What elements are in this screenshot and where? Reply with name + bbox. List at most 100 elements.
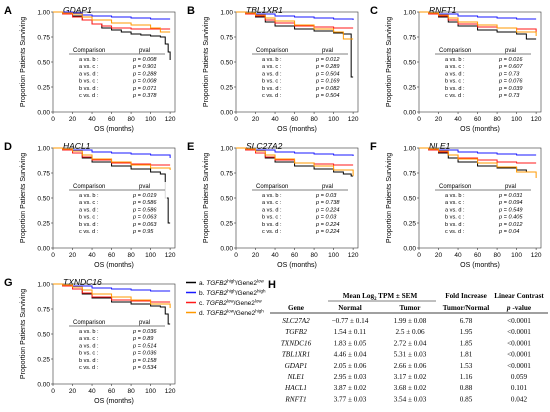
table-cell: 5.31 ± 0.03 [394, 351, 427, 359]
comparison-pvalue: p = 0.008 [132, 79, 157, 85]
comparison-pvalue: p = 0.169 [315, 79, 339, 85]
comparison-label: a vs. d : [445, 207, 465, 213]
table-cell: 0.042 [511, 395, 528, 403]
comparison-pvalue: p = 0.738 [315, 200, 340, 206]
x-tick-label: 80 [310, 252, 318, 259]
x-tick-label: 100 [328, 116, 339, 123]
table-header-mean: Mean Log2 TPM ± SEM [343, 292, 418, 302]
comparison-pvalue: p = 0.036 [132, 351, 157, 357]
y-tick-label: 0.50 [37, 332, 50, 339]
y-tick-label: 0.75 [220, 171, 233, 178]
y-tick-label: 0.00 [403, 246, 416, 253]
comparison-pvalue: p = 0.378 [132, 93, 157, 99]
comparison-pvalue: p = 0.405 [498, 215, 523, 221]
table-cell: <0.0001 [507, 339, 531, 347]
panel-title: TBL1XR1 [246, 5, 283, 15]
y-tick-label: 0.25 [37, 221, 50, 228]
x-tick-label: 0 [417, 252, 421, 259]
panel-B: B TBL1XR1 0.00 0.25 0.50 0.75 1.00 0 20 40 60 80 100… [187, 5, 359, 133]
x-tick-label: 80 [310, 116, 318, 123]
panel-title: GDAP1 [63, 5, 92, 15]
y-tick-label: 1.00 [37, 10, 50, 17]
expression-table: H Mean Log2 TPM ± SEM Fold Increase Linear … [268, 279, 548, 403]
table-cell: −0.77 ± 0.14 [332, 317, 369, 325]
y-tick-label: 0.75 [37, 35, 50, 42]
table-cell: 4.46 ± 0.04 [334, 351, 367, 359]
comparison-label: a vs. d : [262, 207, 282, 213]
y-tick-label: 0.00 [220, 110, 233, 117]
x-tick-label: 40 [88, 252, 96, 259]
comparison-pvalue: p = 0.224 [315, 207, 339, 213]
comparison-label: a vs. b : [79, 329, 99, 335]
table-cell: <0.0001 [507, 351, 531, 359]
table-cell: 2.05 ± 0.06 [334, 362, 367, 370]
table-header-fold: Fold Increase [445, 292, 487, 300]
y-tick-label: 1.00 [403, 146, 416, 153]
x-axis-label: OS (months) [94, 398, 134, 405]
comparison-label: b vs. d : [262, 86, 282, 92]
table-cell: 3.54 ± 0.03 [394, 395, 427, 403]
comparison-label: a vs. c : [79, 64, 99, 70]
comparison-header: Comparison [439, 48, 471, 54]
table-cell: 2.5 ± 0.06 [395, 328, 425, 336]
comparison-pvalue: p = 0.607 [498, 64, 523, 70]
comparison-label: c vs. d : [79, 93, 99, 99]
panel-A: A GDAP1 0.00 0.25 0.50 0.75 1.00 0 20 40 60 80 100 12… [4, 5, 176, 133]
x-tick-label: 120 [348, 252, 359, 259]
x-tick-label: 100 [145, 252, 156, 259]
x-tick-label: 100 [511, 252, 522, 259]
y-tick-label: 0.50 [403, 196, 416, 203]
x-tick-label: 120 [165, 116, 176, 123]
table-gene: HACL1 [284, 384, 307, 392]
x-tick-label: 60 [474, 116, 482, 123]
comparison-label: c vs. d : [445, 229, 465, 235]
table-cell: 1.54 ± 0.11 [334, 328, 367, 336]
x-tick-label: 20 [435, 116, 443, 123]
x-tick-label: 80 [493, 252, 501, 259]
table-col-header: Tumor [400, 304, 422, 312]
comparison-header: Comparison [73, 184, 105, 190]
pval-header: pval [505, 48, 516, 54]
comparison-label: a vs. b : [445, 193, 465, 199]
series-line-d [53, 147, 171, 170]
comparison-label: a vs. c : [262, 64, 282, 70]
y-tick-label: 0.25 [403, 85, 416, 92]
x-tick-label: 0 [234, 116, 238, 123]
y-tick-label: 0.75 [220, 35, 233, 42]
table-cell: 1.53 [460, 362, 473, 370]
pval-header: pval [139, 48, 150, 54]
comparison-pvalue: p = 0.224 [315, 222, 339, 228]
x-tick-label: 60 [291, 116, 299, 123]
series-line-c [236, 11, 354, 29]
comparison-label: a vs. c : [445, 200, 465, 206]
comparison-label: a vs. d : [79, 207, 99, 213]
x-tick-label: 80 [127, 116, 135, 123]
table-cell: 1.99 ± 0.08 [394, 317, 427, 325]
table-cell: 2.66 ± 0.06 [394, 362, 427, 370]
panel-letter: A [4, 5, 12, 17]
comparison-label: b vs. d : [445, 222, 465, 228]
x-tick-label: 20 [69, 116, 77, 123]
y-tick-label: 0.25 [403, 221, 416, 228]
comparison-label: a vs. b : [445, 57, 465, 63]
y-tick-label: 0.50 [37, 196, 50, 203]
pval-header: pval [322, 48, 333, 54]
comparison-pvalue: p = 0.008 [132, 57, 157, 63]
x-axis-label: OS (months) [460, 126, 500, 133]
comparison-label: c vs. d : [79, 229, 99, 235]
x-tick-label: 60 [108, 252, 116, 259]
table-cell: 3.17 ± 0.02 [394, 373, 427, 381]
table-cell: 3.87 ± 0.02 [334, 384, 367, 392]
x-tick-label: 60 [291, 252, 299, 259]
comparison-label: a vs. d : [79, 343, 99, 349]
comparison-label: b vs. d : [262, 222, 282, 228]
table-cell: 0.85 [460, 395, 473, 403]
y-tick-label: 0.50 [220, 196, 233, 203]
comparison-pvalue: p = 0.586 [132, 200, 157, 206]
legend-entry-a: a. TGFB2high/Gene2low [199, 279, 265, 288]
legend-entry-c: c. TGFB2low/Gene2low [199, 299, 262, 308]
comparison-label: b vs. d : [79, 222, 99, 228]
y-axis-label: Proportion Patients Surviving [20, 153, 27, 243]
comparison-pvalue: p = 0.504 [315, 93, 339, 99]
